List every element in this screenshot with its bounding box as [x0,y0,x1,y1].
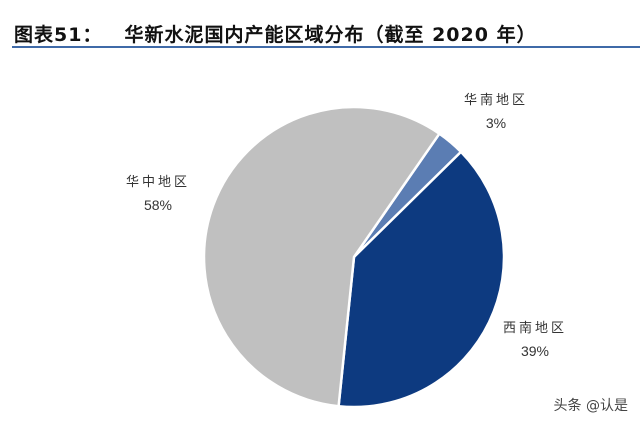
slice-label-huazhong: 华中地区 58% [118,172,198,216]
figure-number: 图表51： [14,24,103,46]
slice-label-huanan: 华南地区 3% [456,90,536,134]
slice-label-name: 华南地区 [463,93,528,108]
pie-slice-2 [202,105,441,408]
slice-label-name: 华中地区 [125,175,190,190]
figure-title: 华新水泥国内产能区域分布（截至 2020 年） [124,24,537,46]
watermark: 头条 @认是 [553,398,628,414]
slice-label-pct: 3% [485,115,507,131]
slice-label-xinan: 西南地区 39% [495,318,575,362]
pie-slices [202,105,506,409]
title-divider [12,46,640,48]
slice-label-pct: 39% [520,343,550,359]
pie-slice-1 [337,150,506,409]
slice-label-pct: 58% [143,197,173,213]
slice-label-name: 西南地区 [502,321,567,336]
chart-title: 图表51： 华新水泥国内产能区域分布（截至 2020 年） [14,20,537,47]
